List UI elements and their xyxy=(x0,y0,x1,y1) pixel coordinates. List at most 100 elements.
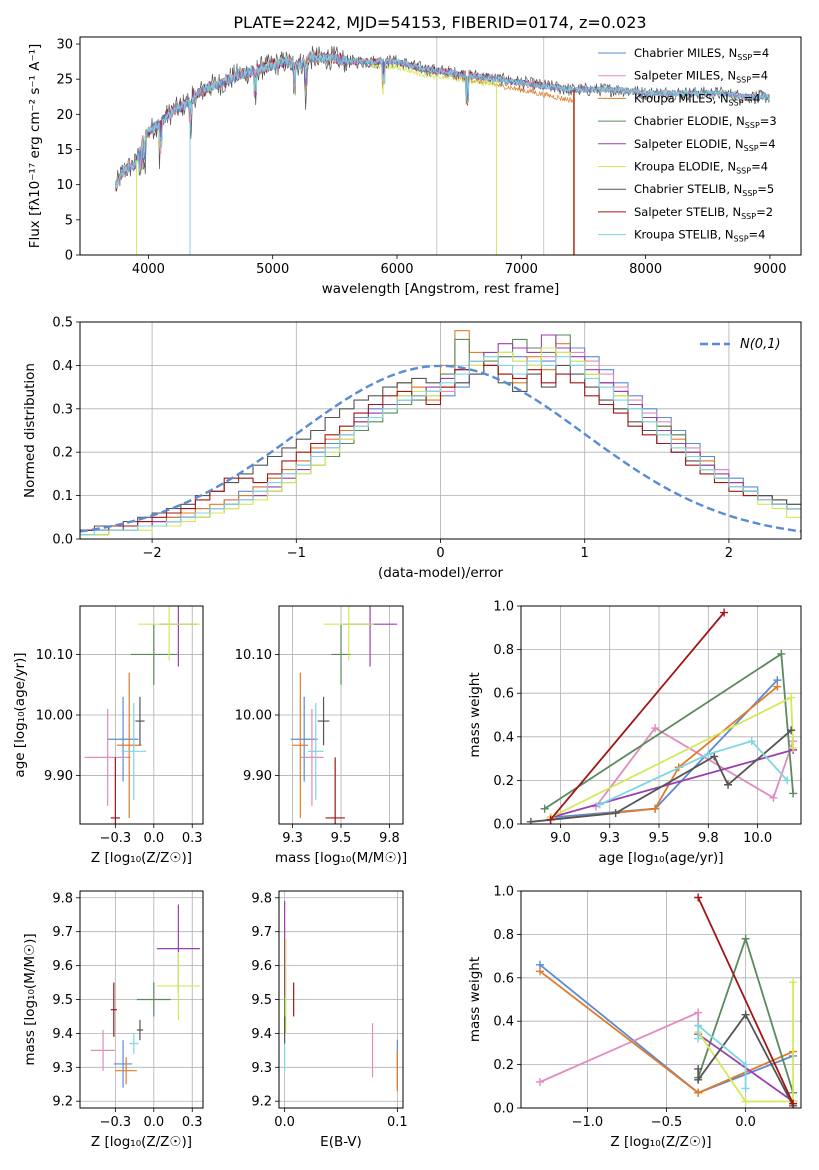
x-tick-label: 9.8 xyxy=(379,831,400,846)
x-tick-label: −0.3 xyxy=(100,831,132,846)
x-tick-label: −0.5 xyxy=(651,1115,683,1130)
errorbar-point-salpeter_miles xyxy=(90,1030,116,1071)
gaussian-legend-label: N(0,1) xyxy=(740,337,781,352)
errorbar-point-salpeter_miles xyxy=(300,708,324,806)
weight-marker xyxy=(535,967,544,976)
legend-label: Chabrier ELODIE, NSSP=3 xyxy=(634,114,777,130)
errorbar-point-salpeter_stelib xyxy=(110,982,117,1037)
x-tick-label: 9000 xyxy=(753,262,786,277)
errorbar-point-kroupa_miles xyxy=(292,672,309,818)
x-axis-label: wavelength [Angstrom, rest frame] xyxy=(322,281,560,297)
x-tick-label: 0.0 xyxy=(143,831,164,846)
legend-subscript: SSP xyxy=(736,76,751,85)
spectrum-series-kroupa_miles xyxy=(115,52,574,190)
weight-marker xyxy=(720,608,729,617)
legend-label: Chabrier MILES, NSSP=4 xyxy=(634,46,769,62)
x-tick-label: 9.8 xyxy=(698,831,719,846)
x-axis-label: Z [log₁₀(Z/Z☉)] xyxy=(610,1134,711,1150)
weight-line xyxy=(697,1012,794,1107)
weight-line xyxy=(549,611,725,821)
y-tick-label: 0.4 xyxy=(493,730,514,745)
y-tick-label: 0.6 xyxy=(493,687,514,702)
y-tick-label: 9.7 xyxy=(251,925,272,940)
mass-vs-age-plot-area xyxy=(290,606,398,824)
weight-line xyxy=(697,1023,747,1089)
x-tick-label: −2 xyxy=(143,546,162,561)
z-vs-weight-frame xyxy=(520,890,802,1109)
y-tick-label: 0.0 xyxy=(52,533,73,548)
legend-subscript: SSP xyxy=(745,121,760,130)
weight-series-chabrier_miles xyxy=(546,676,782,822)
x-tick-label: 9.0 xyxy=(550,831,571,846)
y-tick-label: 10.10 xyxy=(36,648,73,663)
weight-series-chabrier_stelib xyxy=(526,726,796,824)
weight-marker xyxy=(611,809,620,818)
weight-marker xyxy=(651,724,660,733)
x-tick-label: 7000 xyxy=(505,262,538,277)
ebv-vs-mass-axes: 0.0 0.1 9.2 9.3 9.4 9.5 9.6 9.7 9.8 E(B-V) xyxy=(251,890,408,1150)
legend-label: Kroupa MILES, NSSP=4 xyxy=(634,91,760,107)
y-tick-label: 0.2 xyxy=(52,446,73,461)
y-tick-label: 0.5 xyxy=(52,316,73,331)
legend-suffix: =4 xyxy=(759,137,776,151)
weight-series-kroupa_stelib xyxy=(694,1021,750,1093)
x-tick-label: 0 xyxy=(436,546,444,561)
legend-subscript: SSP xyxy=(729,98,744,107)
y-tick-label: 0.0 xyxy=(493,1102,514,1117)
weight-marker xyxy=(694,1064,703,1073)
x-tick-label: 6000 xyxy=(380,262,413,277)
legend-suffix: =4 xyxy=(752,46,769,60)
y-tick-label: 1.0 xyxy=(493,600,514,615)
spectrum-legend: Chabrier MILES, NSSP=4 Salpeter MILES, NS… xyxy=(598,46,777,244)
y-tick-label: 9.90 xyxy=(243,769,272,784)
y-tick-label: 0.6 xyxy=(493,971,514,986)
x-axis-label: Z [log₁₀(Z/Z☉)] xyxy=(91,1134,192,1150)
weight-line xyxy=(595,726,794,808)
x-tick-label: 9.5 xyxy=(649,831,670,846)
spectrum-series-kroupa_stelib xyxy=(115,51,770,189)
weight-line xyxy=(550,749,794,819)
x-axis-label: mass [log₁₀(M/M☉)] xyxy=(275,850,407,866)
y-tick-label: 9.7 xyxy=(52,925,73,940)
weight-marker xyxy=(694,1088,703,1097)
weight-marker xyxy=(546,815,555,824)
weight-marker xyxy=(526,817,535,824)
z-vs-age-plot-area xyxy=(84,606,200,824)
weight-marker xyxy=(540,804,549,813)
legend-suffix: =5 xyxy=(757,182,774,196)
weight-marker xyxy=(651,804,660,813)
legend-label: Kroupa STELIB, NSSP=4 xyxy=(634,228,765,244)
ebv-vs-mass-plot-area xyxy=(284,901,398,1092)
weight-marker xyxy=(747,737,756,746)
weight-marker xyxy=(694,1034,703,1043)
y-axis-label: Normed distribution xyxy=(22,363,38,498)
weight-marker xyxy=(741,1010,750,1019)
residual-histogram-axes: −2 −1 0 1 2 0.0 0.1 0.2 0.3 0.4 0.5 (data-model)/er… xyxy=(22,316,802,581)
errorbar-point-chabrier_elodie xyxy=(136,982,171,1017)
errorbar-point-chabrier_elodie xyxy=(331,624,351,685)
weight-marker xyxy=(783,776,792,785)
weight-marker xyxy=(741,1060,750,1069)
z-vs-age-axes: −0.3 0.0 0.3 9.90 10.00 10.10 Z [log₁₀(Z/Z☉)] a… xyxy=(12,605,204,866)
weight-marker xyxy=(535,1077,544,1086)
spectrum-series-salpeter_stelib xyxy=(115,50,574,192)
weight-marker xyxy=(710,752,719,761)
weight-series-salpeter_miles xyxy=(535,1008,703,1086)
y-axis-label: age [log₁₀(age/yr)] xyxy=(12,652,28,777)
errorbar-point-kroupa_elodie xyxy=(323,606,374,661)
y-tick-label: 9.2 xyxy=(251,1095,272,1110)
y-axis-label: mass weight xyxy=(467,957,483,1042)
y-tick-label: 0.3 xyxy=(52,402,73,417)
y-tick-label: 15 xyxy=(56,143,73,158)
errorbar-point-kroupa_stelib xyxy=(121,702,147,800)
errorbar-point-salpeter_stelib xyxy=(110,757,120,824)
x-axis-label: (data-model)/error xyxy=(378,565,504,581)
legend-label: Salpeter MILES, NSSP=4 xyxy=(634,69,768,85)
age-vs-weight-frame xyxy=(520,605,802,825)
y-tick-label: 0.8 xyxy=(493,643,514,658)
y-axis-label: mass [log₁₀(M/M☉)] xyxy=(22,933,38,1065)
errorbar-point-chabrier_miles xyxy=(113,1040,133,1088)
legend-suffix: =3 xyxy=(760,114,777,128)
y-axis-label: Flux [fλ10⁻¹⁷ erg cm⁻² s⁻¹ A⁻¹] xyxy=(27,44,43,249)
